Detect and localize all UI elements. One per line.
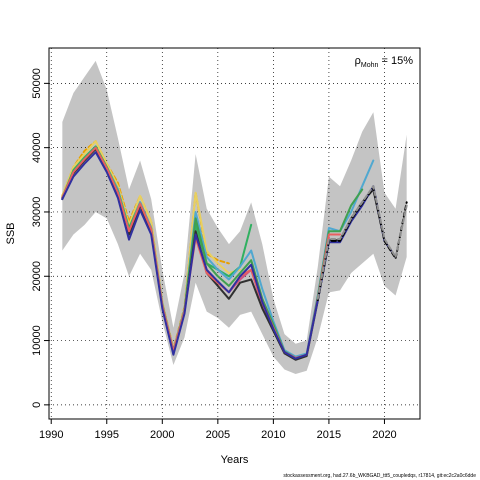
rho-value: = 15%	[378, 55, 413, 67]
confidence-band-layer	[62, 60, 407, 374]
footer-source: stockassessment.org, had.27.6b_WKBGAD_tt…	[283, 473, 476, 479]
series-layer	[61, 140, 408, 361]
series-line-9	[61, 151, 397, 360]
x-axis-title: Years	[221, 454, 249, 466]
x-tick-label: 2020	[372, 429, 396, 441]
x-tick-label: 2015	[317, 429, 341, 441]
rho-symbol: ρ	[355, 55, 361, 67]
y-tick-label: 30000	[31, 197, 43, 228]
x-tick-label: 2005	[206, 429, 230, 441]
series-line-11	[316, 185, 408, 300]
confidence-band	[62, 60, 407, 374]
y-axis-title: SSB	[5, 222, 17, 244]
series-line-2	[61, 140, 242, 351]
rho-subscript: Mohn	[361, 62, 379, 69]
x-tick-label: 2010	[261, 429, 285, 441]
axis-layer: 1990 1995 2000 2005 2010 2015 2020 0 10000 20000 3…	[31, 68, 397, 441]
y-tick-label: 50000	[31, 68, 43, 99]
mohn-rho-annotation: ρMohn = 15%	[355, 55, 414, 69]
y-tick-label: 40000	[31, 132, 43, 163]
x-tick-label: 2000	[150, 429, 174, 441]
y-tick-label: 10000	[31, 325, 43, 356]
x-tick-label: 1990	[39, 429, 63, 441]
y-tick-label: 20000	[31, 261, 43, 292]
plot-frame	[48, 47, 421, 420]
x-tick-label: 1995	[95, 429, 119, 441]
y-tick-label: 0	[31, 402, 43, 408]
